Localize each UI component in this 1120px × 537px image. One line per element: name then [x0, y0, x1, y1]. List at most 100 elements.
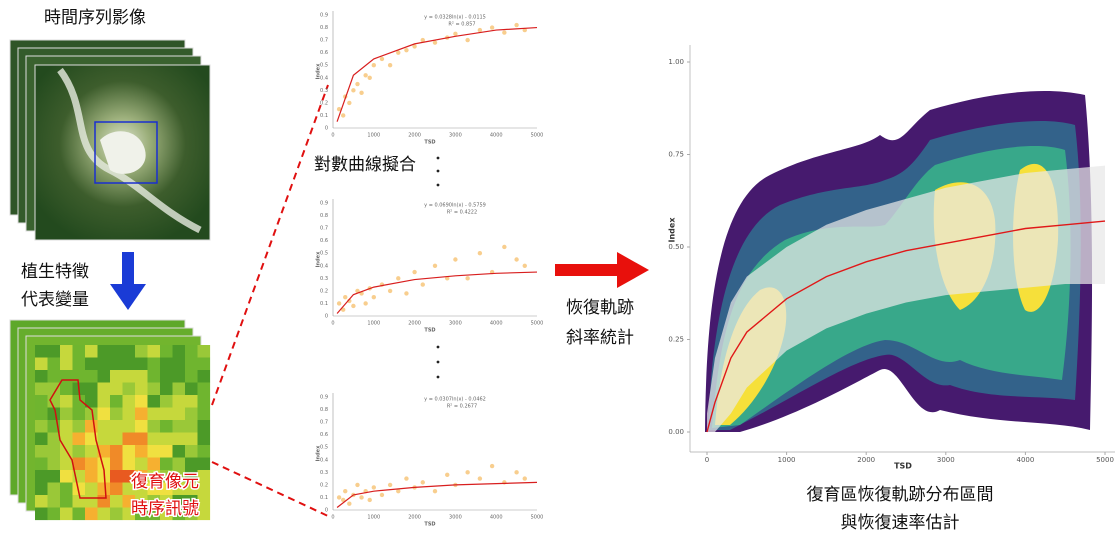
pixel — [173, 433, 186, 446]
y-tick-label: 0.7 — [320, 38, 328, 44]
pixel — [135, 420, 148, 433]
pixel — [198, 420, 211, 433]
pixel — [135, 358, 148, 371]
pixel — [160, 345, 173, 358]
pixel — [198, 395, 211, 408]
point — [453, 257, 457, 261]
pixel — [98, 508, 111, 521]
pixel — [198, 433, 211, 446]
pixel — [185, 458, 198, 471]
point — [347, 101, 351, 105]
pixel — [110, 458, 123, 471]
point — [478, 251, 482, 255]
x-axis-label: TSD — [424, 328, 435, 334]
caption: 與恢復速率估計 — [841, 513, 960, 533]
pixel — [198, 358, 211, 371]
point — [523, 264, 527, 268]
pixel — [148, 345, 161, 358]
y-tick-label: 0.6 — [320, 238, 328, 244]
pixel — [185, 395, 198, 408]
point — [368, 76, 372, 80]
point — [412, 270, 416, 274]
pixel — [85, 383, 98, 396]
step1-line: 植生特徵 — [21, 262, 89, 282]
connector — [212, 462, 328, 516]
pixel — [48, 433, 61, 446]
diagram: 時間序列影像 植生特徵 代表變量 對數曲線擬合 恢復軌跡 斜率統計 0.000.… — [0, 0, 1120, 537]
pixel — [185, 445, 198, 458]
pixel — [98, 370, 111, 383]
pixel — [110, 470, 123, 483]
pixel — [160, 445, 173, 458]
pixel — [198, 508, 211, 521]
y-tick-label: 0 — [325, 126, 328, 132]
pixel — [48, 445, 61, 458]
pixel — [110, 420, 123, 433]
pixel — [198, 345, 211, 358]
pixel — [173, 445, 186, 458]
fit-curve — [337, 482, 537, 507]
point — [404, 291, 408, 295]
pixel — [135, 383, 148, 396]
point — [363, 301, 367, 305]
pixel — [110, 383, 123, 396]
x-tick-label: 5000 — [531, 133, 544, 139]
pixel — [35, 508, 48, 521]
pixel — [85, 458, 98, 471]
point — [388, 289, 392, 293]
pixel — [35, 358, 48, 371]
x-tick-label: 5000 — [1096, 456, 1114, 464]
point — [465, 38, 469, 42]
page: 時間序列影像 植生特徵 代表變量 對數曲線擬合 恢復軌跡 斜率統計 0.000.… — [0, 0, 1120, 537]
y-tick-label: 0.3 — [320, 470, 328, 476]
pixel — [85, 483, 98, 496]
pixel — [35, 370, 48, 383]
pixel — [48, 495, 61, 508]
pixel — [60, 408, 73, 421]
equation: y = 0.0328ln(x) - 0.0115 — [424, 15, 486, 21]
pixel — [60, 383, 73, 396]
pixel — [48, 345, 61, 358]
pixel — [35, 395, 48, 408]
pixel — [135, 345, 148, 358]
pixel — [35, 445, 48, 458]
pixel — [173, 370, 186, 383]
pixel — [123, 395, 136, 408]
pixel — [123, 445, 136, 458]
caption: 復育區恢復軌跡分布區間 — [807, 485, 994, 505]
pixel — [35, 495, 48, 508]
step2-line: 斜率統計 — [566, 328, 634, 348]
r-squared: R² = 0.857 — [448, 22, 475, 28]
y-tick-label: 0.1 — [320, 301, 328, 307]
pixel — [110, 483, 123, 496]
pixel — [60, 483, 73, 496]
pixel — [48, 370, 61, 383]
x-tick-label: 1000 — [778, 456, 796, 464]
pixel — [185, 358, 198, 371]
pixel — [198, 458, 211, 471]
point — [445, 473, 449, 477]
pixel — [73, 445, 86, 458]
y-tick-label: 0.8 — [320, 407, 328, 413]
point — [388, 63, 392, 67]
fit-curve — [337, 272, 537, 313]
point — [514, 257, 518, 261]
point — [372, 295, 376, 299]
point — [351, 304, 355, 308]
pixel — [123, 458, 136, 471]
pixel — [198, 408, 211, 421]
pixel — [110, 370, 123, 383]
x-tick-label: 2000 — [408, 321, 421, 327]
pixel — [148, 433, 161, 446]
pixel — [148, 445, 161, 458]
pixel — [110, 433, 123, 446]
pixel — [73, 420, 86, 433]
point — [465, 276, 469, 280]
y-tick-label: 0.3 — [320, 88, 328, 94]
pixel — [198, 470, 211, 483]
point — [380, 493, 384, 497]
pixel — [160, 408, 173, 421]
point — [502, 245, 506, 249]
pixel — [173, 358, 186, 371]
ellipsis — [437, 157, 440, 379]
